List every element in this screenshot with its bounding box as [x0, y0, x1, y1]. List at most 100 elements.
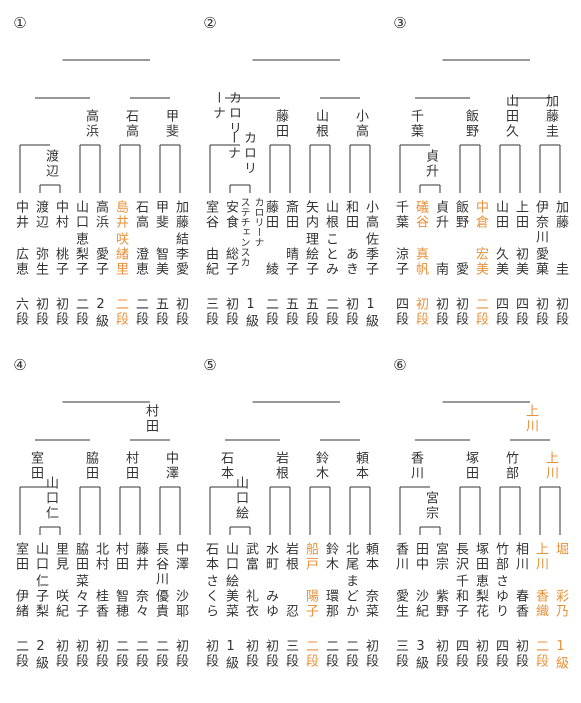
- player-given-name: 仁子梨: [33, 574, 48, 619]
- player-family-name: 水町: [263, 542, 278, 572]
- match-winner: 頼本: [353, 451, 368, 481]
- match-winner: 山根: [313, 109, 328, 139]
- player-family-name: 安食: [223, 200, 238, 230]
- player-family-name: 堀: [553, 542, 568, 557]
- match-winner: 山口絵: [233, 476, 248, 521]
- player-rank: 初段: [533, 297, 548, 327]
- player-given-name: 彩乃: [553, 589, 568, 619]
- player-rank: 初段: [33, 297, 48, 327]
- match-winner: 貞升: [423, 149, 438, 179]
- player-given-name: 桃子: [53, 247, 68, 277]
- player-rank: 二段: [133, 297, 148, 327]
- player-rank: 初段: [413, 297, 428, 327]
- player-given-name: 忍: [283, 604, 298, 619]
- player-given-name: 綾: [263, 262, 278, 277]
- player-rank: 二段: [73, 297, 88, 327]
- player-family-name: 岩根: [283, 542, 298, 572]
- player-given-name: 宏美: [473, 247, 488, 277]
- bracket-number: ②: [203, 14, 217, 32]
- player-given-name: ステチェンスカ: [238, 197, 249, 267]
- player-family-name: 長谷川: [153, 542, 168, 587]
- player-rank: 二段: [323, 297, 338, 327]
- match-winner: 山口仁: [43, 476, 58, 521]
- player-rank: 1級: [553, 639, 568, 671]
- player-rank: 二段: [323, 639, 338, 669]
- player-family-name: 中村: [53, 200, 68, 230]
- player-rank: 初段: [553, 297, 568, 327]
- player-family-name: 里見: [53, 542, 68, 572]
- player-rank: 三段: [283, 639, 298, 669]
- player-given-name: 結李愛: [173, 232, 188, 277]
- player-family-name: 千葉: [393, 200, 408, 230]
- player-rank: 初段: [513, 639, 528, 669]
- player-given-name: 奈菜: [363, 589, 378, 619]
- player-family-name: 高浜: [93, 200, 108, 230]
- player-given-name: 初美: [513, 247, 528, 277]
- player-rank: 2級: [93, 297, 108, 329]
- player-family-name: 中井: [13, 200, 28, 230]
- match-winner: 岩根: [273, 451, 288, 481]
- player-rank: 3級: [413, 639, 428, 671]
- bracket-number: ④: [13, 356, 27, 374]
- player-given-name: 晴子: [283, 247, 298, 277]
- player-family-name: 田中: [413, 542, 428, 572]
- player-given-name: 奈々: [133, 589, 148, 619]
- player-given-name: あき: [343, 247, 358, 277]
- player-rank: 1級: [223, 639, 238, 671]
- player-family-name: 室田: [13, 542, 28, 572]
- player-family-name: カロリーナ: [252, 197, 263, 247]
- player-given-name: 佐季子: [363, 232, 378, 277]
- player-rank: 二段: [263, 297, 278, 327]
- player-given-name: まどか: [343, 574, 358, 619]
- player-family-name: 藤田: [263, 200, 278, 230]
- player-given-name: 智美: [153, 247, 168, 277]
- player-rank: 初段: [73, 639, 88, 669]
- player-given-name: 久美: [493, 247, 508, 277]
- player-family-name: 矢内: [303, 200, 318, 230]
- player-given-name: 香織: [533, 589, 548, 619]
- player-family-name: 加藤: [553, 200, 568, 230]
- player-rank: 初段: [53, 639, 68, 669]
- player-given-name: 弥生: [33, 247, 48, 277]
- player-given-name: 由紀: [203, 247, 218, 277]
- match-winner: 香川: [408, 451, 423, 481]
- player-rank: 四段: [453, 639, 468, 669]
- player-rank: 二段: [303, 639, 318, 669]
- match-winner: 鈴木: [313, 451, 328, 481]
- player-given-name: 広恵: [13, 247, 28, 277]
- match-winner: 村田: [143, 404, 158, 434]
- player-family-name: 山口: [223, 542, 238, 572]
- match-winner: 小高: [353, 109, 368, 139]
- player-rank: 五段: [303, 297, 318, 327]
- match-winner: 上川: [543, 451, 558, 481]
- player-family-name: 山口: [73, 200, 88, 230]
- player-rank: 三段: [203, 297, 218, 327]
- player-rank: 初段: [343, 297, 358, 327]
- player-given-name: 愛生: [393, 589, 408, 619]
- match-winner: 塚田: [463, 451, 478, 481]
- match-winner: 宮宗: [423, 491, 438, 521]
- match-winner: 石高: [123, 109, 138, 139]
- player-family-name: 山田: [493, 200, 508, 230]
- match-winner: 脇田: [83, 451, 98, 481]
- match-winner: 甲斐: [163, 109, 178, 139]
- player-rank: 初段: [173, 639, 188, 669]
- player-rank: 初段: [363, 639, 378, 669]
- player-given-name: 澄恵: [133, 247, 148, 277]
- match-winner: 藤田: [273, 109, 288, 139]
- player-family-name: 山口: [33, 542, 48, 572]
- player-rank: 初段: [203, 639, 218, 669]
- player-given-name: 愛: [453, 262, 468, 277]
- player-family-name: 和田: [343, 200, 358, 230]
- player-given-name: 桂香: [93, 589, 108, 619]
- player-family-name: 脇田: [73, 542, 88, 572]
- player-rank: 初段: [473, 639, 488, 669]
- match-winner: 加藤圭: [543, 94, 558, 139]
- player-rank: 四段: [493, 639, 508, 669]
- match-winner: 中澤: [163, 451, 178, 481]
- player-family-name: 中倉: [473, 200, 488, 230]
- player-given-name: 総子: [223, 247, 238, 277]
- player-rank: 初段: [433, 639, 448, 669]
- player-given-name: さゆり: [493, 574, 508, 619]
